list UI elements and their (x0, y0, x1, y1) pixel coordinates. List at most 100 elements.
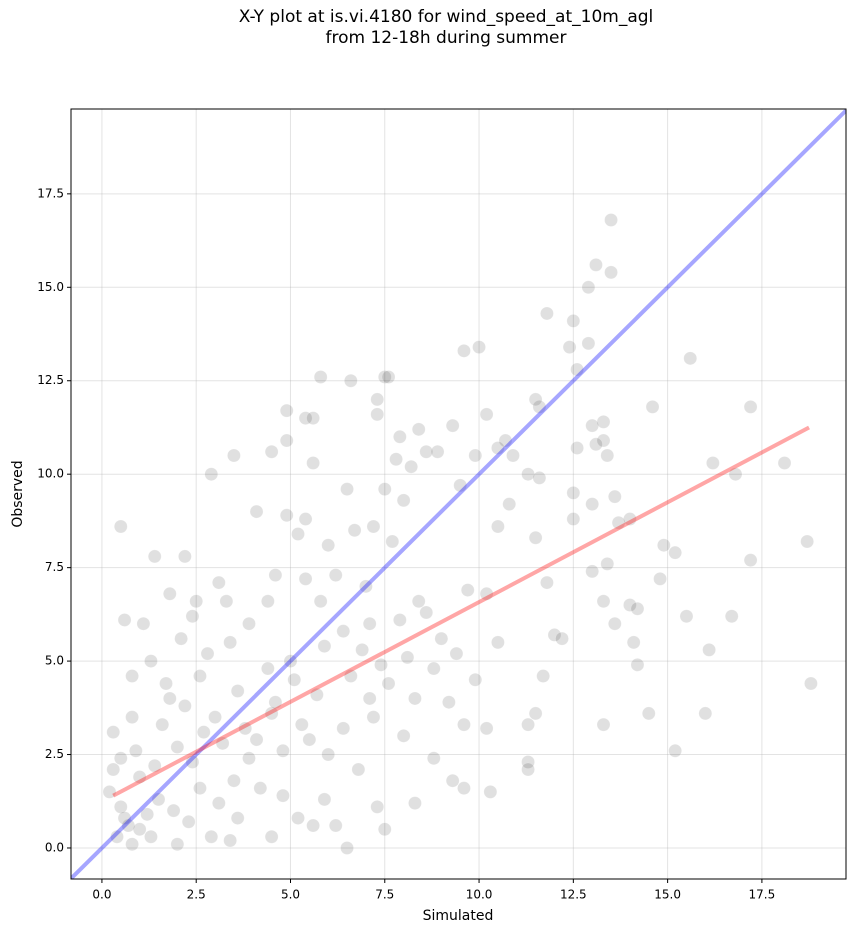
point (566, 512, 581, 526)
point (381, 370, 396, 384)
point (261, 594, 275, 609)
point (645, 400, 660, 414)
point (457, 344, 471, 358)
point (102, 785, 117, 799)
point (411, 422, 426, 437)
point (204, 467, 219, 481)
point (804, 676, 818, 691)
point (170, 837, 185, 851)
point (310, 687, 324, 702)
point (457, 717, 471, 732)
point (777, 456, 792, 470)
point (408, 691, 422, 706)
point (589, 437, 603, 452)
point (321, 538, 335, 552)
point (344, 669, 358, 683)
point (393, 430, 407, 444)
point (208, 710, 222, 724)
point (468, 448, 483, 463)
point (317, 639, 332, 653)
point (264, 445, 279, 459)
point (223, 833, 237, 848)
point (608, 489, 622, 504)
point (604, 265, 618, 280)
point (400, 650, 415, 665)
y-tick-label: 2.5 (45, 747, 64, 761)
x-tick-label: 12.5 (560, 888, 587, 902)
point (313, 594, 328, 609)
grid (71, 109, 846, 879)
point (589, 258, 603, 272)
point (302, 732, 317, 747)
point (178, 549, 192, 564)
point (706, 456, 720, 470)
point (125, 837, 139, 851)
point (743, 553, 758, 567)
y-tick-label: 17.5 (37, 186, 64, 200)
point (306, 456, 320, 470)
point (570, 441, 584, 455)
point (249, 504, 264, 519)
point (596, 415, 611, 429)
point (340, 841, 354, 855)
point (491, 635, 505, 650)
x-tick-label: 2.5 (187, 888, 206, 902)
point (359, 579, 373, 594)
point (626, 635, 641, 650)
point (449, 646, 464, 661)
point (479, 587, 494, 601)
point (328, 818, 343, 833)
chart-title: from 12-18h during summer (326, 28, 567, 48)
point (185, 609, 200, 623)
point (521, 717, 535, 732)
ticks: 0.0 2.5 5.0 7.5 10.0 12.5 15.0 17.5 0.0 2.5 5.0 7.5… (37, 186, 775, 901)
point (121, 818, 136, 833)
point (306, 411, 320, 425)
point (279, 508, 294, 523)
point (268, 695, 283, 709)
plot-frame (70, 108, 847, 880)
point (596, 717, 611, 732)
point (287, 673, 302, 687)
point (555, 631, 569, 646)
point (378, 822, 392, 837)
point (355, 643, 369, 657)
point (460, 583, 475, 597)
point (566, 314, 581, 328)
point (370, 407, 384, 422)
point (491, 441, 505, 455)
point (668, 545, 682, 560)
point (630, 658, 645, 672)
point (219, 594, 234, 609)
point (800, 534, 814, 549)
point (479, 407, 494, 422)
point (362, 691, 377, 706)
point (585, 497, 599, 511)
point (321, 747, 335, 762)
point (536, 669, 550, 683)
x-axis-label: Simulated (423, 908, 494, 924)
point (249, 732, 264, 747)
y-tick-label: 12.5 (37, 373, 64, 387)
point (193, 669, 207, 683)
point (340, 482, 354, 496)
point (502, 497, 516, 511)
point (657, 538, 671, 552)
point (396, 729, 411, 743)
point (264, 830, 279, 844)
point (110, 830, 124, 844)
fit-line (71, 109, 846, 879)
point (532, 471, 547, 485)
point (114, 800, 128, 814)
point (728, 467, 743, 481)
point (385, 534, 400, 549)
x-tick-label: 7.5 (375, 888, 394, 902)
point (370, 800, 384, 814)
y-tick-label: 7.5 (45, 560, 64, 574)
x-tick-label: 15.0 (654, 888, 681, 902)
point (117, 613, 132, 627)
point (215, 736, 230, 751)
point (479, 721, 494, 736)
point (457, 781, 471, 795)
